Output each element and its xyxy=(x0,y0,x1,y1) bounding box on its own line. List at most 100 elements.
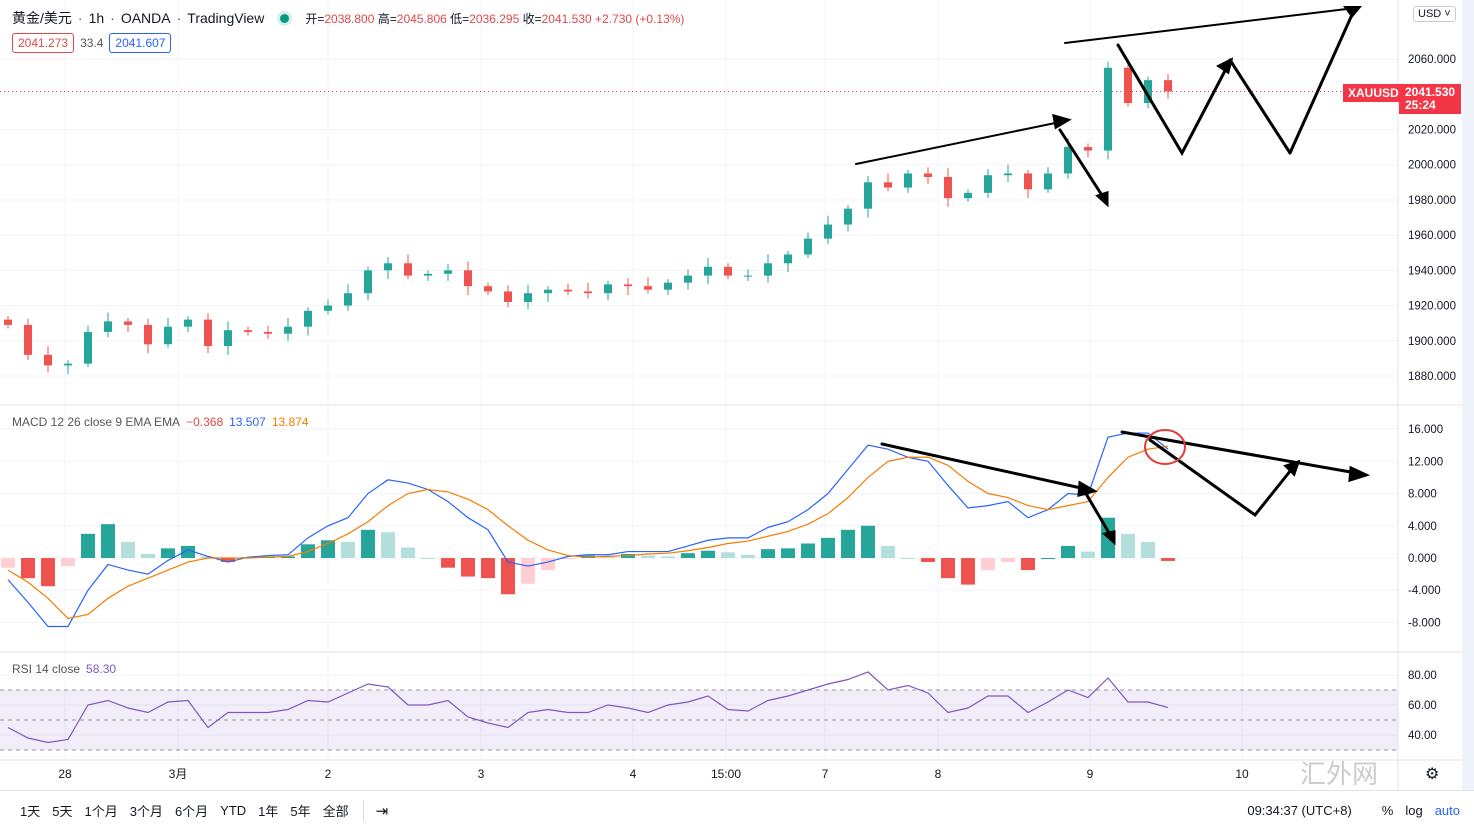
candle xyxy=(1084,147,1092,151)
log-toggle[interactable]: log xyxy=(1405,803,1423,818)
right-toolbar-strip xyxy=(1462,0,1474,790)
time-tick-label: 3 xyxy=(478,767,485,781)
candle xyxy=(764,263,772,276)
candle xyxy=(1164,80,1172,92)
goto-date-icon[interactable]: ⇥ xyxy=(375,802,389,820)
candle xyxy=(584,291,592,294)
macd-tick-label: 16.000 xyxy=(1408,424,1443,436)
macd-histogram-bar xyxy=(1061,545,1075,558)
candle xyxy=(844,208,852,225)
divider xyxy=(362,799,364,822)
macd-tick-label: 0.000 xyxy=(1408,553,1437,565)
range-1d[interactable]: 1天 xyxy=(20,804,41,819)
candle xyxy=(504,291,512,303)
macd-histogram-bar xyxy=(361,529,375,558)
macd-histogram-bar xyxy=(101,524,115,558)
rsi-tick-label: 80.00 xyxy=(1408,670,1437,682)
candle xyxy=(184,319,192,327)
macd-histogram-bar xyxy=(1021,558,1035,571)
candle xyxy=(984,175,992,193)
candle xyxy=(1004,173,1012,176)
range-all[interactable]: 全部 xyxy=(322,804,349,819)
range-1m[interactable]: 1个月 xyxy=(84,804,118,819)
price-candles xyxy=(0,59,1398,375)
macd-histogram-bar xyxy=(161,548,175,558)
candle xyxy=(604,284,612,294)
price-tick-label: 1900.000 xyxy=(1408,336,1456,348)
candle xyxy=(24,324,32,355)
range-5y[interactable]: 5年 xyxy=(290,804,311,819)
candle xyxy=(1144,80,1152,104)
candle xyxy=(1104,67,1112,151)
candle xyxy=(824,224,832,239)
bottom-toolbar: 1天 5天 1个月 3个月 6个月 YTD 1年 5年 全部 ⇥ 09:34:3… xyxy=(0,790,1474,830)
macd-histogram-bar xyxy=(1121,533,1135,558)
candle xyxy=(384,263,392,271)
range-ytd[interactable]: YTD xyxy=(220,803,247,818)
macd-histogram-bar xyxy=(821,537,835,558)
buy-button[interactable]: 2041.607 xyxy=(109,33,172,53)
macd-histogram-bar xyxy=(721,552,735,558)
range-3m[interactable]: 3个月 xyxy=(129,804,163,819)
candle xyxy=(904,173,912,188)
price-tick-label: 1880.000 xyxy=(1408,371,1456,383)
grid xyxy=(0,0,1398,760)
candle xyxy=(364,270,372,294)
sell-button[interactable]: 2041.273 xyxy=(12,33,75,53)
candle xyxy=(944,176,952,199)
axes: 2060.000 2020.000 2000.000 1980.000 1960.000… xyxy=(0,0,1474,790)
drawing-arrows[interactable] xyxy=(855,6,1371,546)
time-tick-label: 4 xyxy=(630,767,637,781)
symbol-title[interactable]: 黄金/美元 · 1h · OANDA · TradingView 开=2038.… xyxy=(12,10,685,26)
candle xyxy=(64,363,72,366)
macd-histogram-bar xyxy=(1041,558,1055,559)
macd-histogram-bar xyxy=(741,554,755,558)
range-1y[interactable]: 1年 xyxy=(258,804,279,819)
settings-gear-icon[interactable]: ⚙ xyxy=(1425,766,1440,783)
macd-histogram-bar xyxy=(461,558,475,577)
macd-histogram-bar xyxy=(661,556,675,558)
price-tick-label: 1940.000 xyxy=(1408,265,1456,277)
symbol-price-tag: XAUUSD xyxy=(1343,84,1404,102)
candle xyxy=(804,238,812,255)
rsi-tick-label: 40.00 xyxy=(1408,730,1437,742)
source: TradingView xyxy=(187,10,265,26)
candle xyxy=(1024,173,1032,190)
time-tick-label: 2 xyxy=(325,767,332,781)
macd-histogram-bar xyxy=(21,558,35,579)
price-tick-label: 2000.000 xyxy=(1408,160,1456,172)
time-tick-label: 10 xyxy=(1235,767,1249,781)
macd-histogram-bar xyxy=(121,541,135,558)
time-tick-label: 8 xyxy=(935,767,942,781)
broker: OANDA xyxy=(120,10,171,26)
candle xyxy=(484,286,492,292)
macd-pane xyxy=(1,432,1175,628)
candle xyxy=(664,282,672,290)
rsi-legend[interactable]: RSI 14 close 58.30 xyxy=(12,662,117,676)
macd-histogram-bar xyxy=(441,558,455,568)
macd-histogram-bar xyxy=(1001,558,1015,563)
macd-histogram-bar xyxy=(221,558,235,563)
candle xyxy=(1044,173,1052,190)
range-5d[interactable]: 5天 xyxy=(52,804,73,819)
auto-toggle[interactable]: auto xyxy=(1434,803,1460,818)
macd-legend[interactable]: MACD 12 26 close 9 EMA EMA −0.368 13.507… xyxy=(12,415,309,429)
market-status-icon xyxy=(280,13,290,23)
symbol-name: 黄金/美元 xyxy=(12,10,72,26)
candle xyxy=(784,254,792,264)
clock[interactable]: 09:34:37 (UTC+8) xyxy=(1247,803,1352,818)
time-tick-label: 15:00 xyxy=(711,767,741,781)
candle xyxy=(864,182,872,209)
range-6m[interactable]: 6个月 xyxy=(174,804,209,819)
macd-histogram-bar xyxy=(561,558,575,559)
currency-select[interactable]: USD ˅ xyxy=(1413,6,1456,22)
macd-histogram-bar xyxy=(521,558,535,584)
macd-histogram-bar xyxy=(881,545,895,558)
time-tick-label: 9 xyxy=(1087,767,1094,781)
macd-histogram-bar xyxy=(801,543,815,558)
candle xyxy=(444,270,452,274)
percent-toggle[interactable]: % xyxy=(1381,803,1394,818)
candle xyxy=(204,319,212,347)
macd-histogram-bar xyxy=(641,555,655,558)
